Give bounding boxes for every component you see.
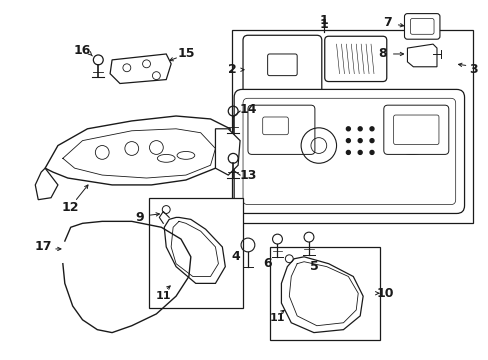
Text: 2: 2	[227, 63, 236, 76]
Text: 8: 8	[378, 48, 386, 60]
Bar	[269, 247, 379, 341]
FancyBboxPatch shape	[393, 115, 438, 145]
Circle shape	[369, 127, 373, 131]
Polygon shape	[35, 168, 58, 200]
Text: 14: 14	[239, 103, 256, 116]
Ellipse shape	[397, 131, 426, 150]
FancyBboxPatch shape	[409, 18, 433, 34]
FancyBboxPatch shape	[383, 105, 448, 154]
FancyBboxPatch shape	[262, 117, 288, 135]
Circle shape	[419, 124, 422, 127]
Text: 16: 16	[74, 44, 91, 57]
Circle shape	[431, 114, 434, 117]
Circle shape	[346, 127, 349, 131]
Circle shape	[395, 124, 398, 127]
Circle shape	[358, 139, 362, 143]
Text: 15: 15	[177, 48, 194, 60]
Circle shape	[419, 114, 422, 117]
Circle shape	[407, 114, 410, 117]
Polygon shape	[110, 54, 171, 84]
Circle shape	[431, 124, 434, 127]
Polygon shape	[164, 217, 225, 283]
Circle shape	[395, 114, 398, 117]
Circle shape	[358, 150, 362, 154]
Text: 9: 9	[135, 211, 143, 224]
Ellipse shape	[177, 152, 194, 159]
Text: 1: 1	[319, 14, 327, 27]
Bar	[232, 30, 472, 223]
Ellipse shape	[392, 127, 431, 154]
Text: 11: 11	[269, 313, 285, 323]
Text: 13: 13	[239, 168, 256, 181]
Text: 6: 6	[263, 257, 271, 270]
Text: 10: 10	[376, 287, 394, 300]
Circle shape	[369, 139, 373, 143]
Circle shape	[407, 124, 410, 127]
Polygon shape	[45, 116, 230, 185]
FancyBboxPatch shape	[267, 54, 297, 76]
Text: 1: 1	[319, 18, 327, 31]
Text: 7: 7	[383, 16, 391, 29]
Text: 12: 12	[62, 201, 80, 214]
Polygon shape	[281, 257, 363, 333]
Ellipse shape	[157, 154, 175, 162]
Polygon shape	[407, 44, 436, 67]
FancyBboxPatch shape	[234, 89, 464, 213]
Text: 5: 5	[309, 260, 318, 273]
Text: 4: 4	[231, 250, 240, 263]
Circle shape	[346, 150, 349, 154]
Text: 17: 17	[34, 240, 52, 253]
FancyBboxPatch shape	[324, 36, 386, 82]
FancyBboxPatch shape	[247, 105, 314, 154]
Circle shape	[369, 150, 373, 154]
Polygon shape	[215, 129, 240, 175]
Text: 11: 11	[155, 291, 171, 301]
Bar	[149, 198, 243, 308]
FancyBboxPatch shape	[243, 35, 321, 96]
Text: 3: 3	[468, 63, 477, 76]
FancyBboxPatch shape	[404, 14, 439, 39]
Circle shape	[346, 139, 349, 143]
Circle shape	[358, 127, 362, 131]
